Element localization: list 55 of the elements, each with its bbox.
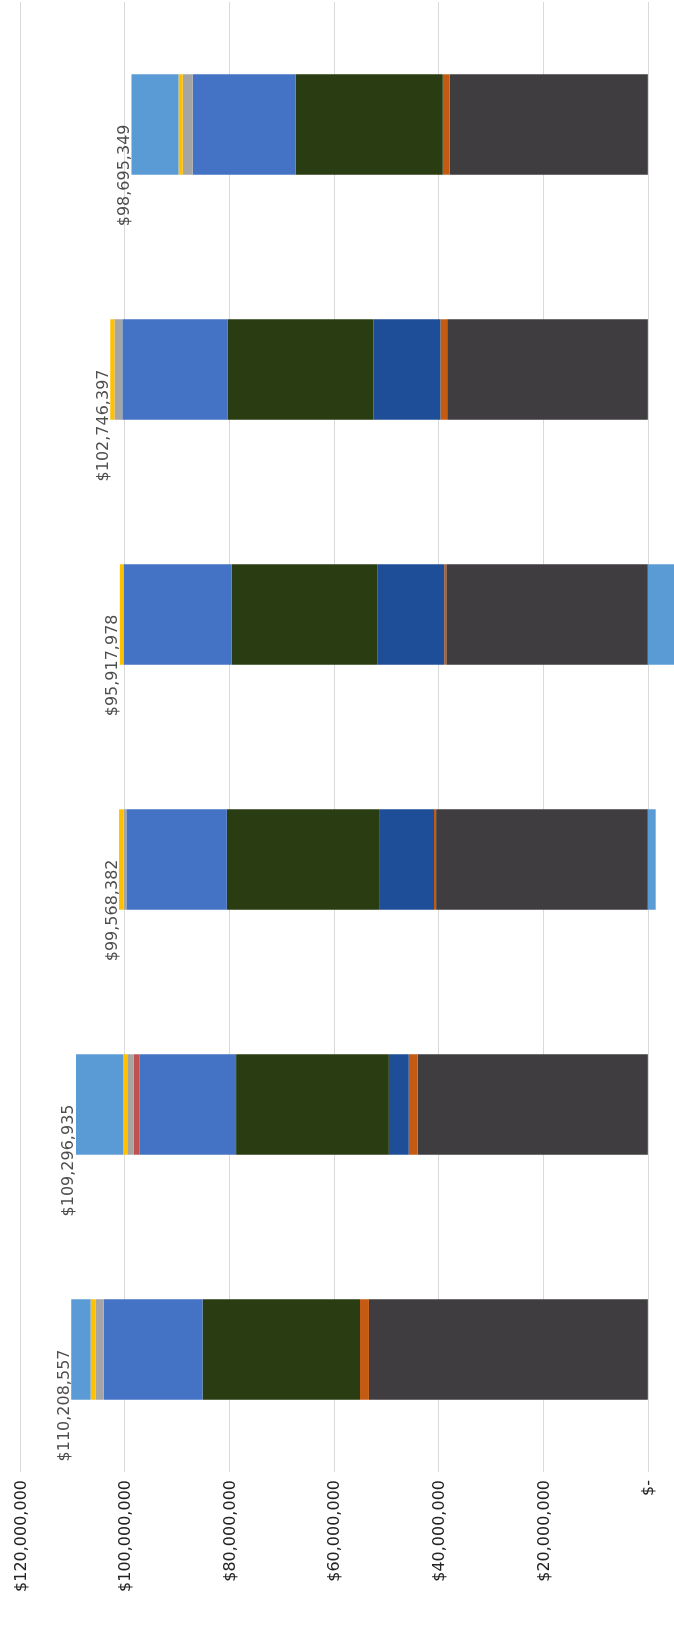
bar: [444, 564, 447, 665]
bar: [379, 809, 435, 910]
bar: [123, 1054, 128, 1155]
bar: [90, 1299, 96, 1400]
bar: [123, 564, 232, 665]
bar: [236, 1054, 389, 1155]
bar: [417, 1054, 648, 1155]
bar: [436, 809, 648, 910]
bar: [295, 74, 443, 175]
bar: [360, 1299, 369, 1400]
bar: [126, 809, 227, 910]
bar: [388, 1054, 409, 1155]
total-label: $95,917,978: [102, 614, 122, 717]
x-tick-label: $80,000,000: [219, 1480, 239, 1582]
total-label: $110,208,557: [53, 1349, 73, 1462]
bar: [647, 809, 656, 910]
bar: [131, 74, 179, 175]
total-label: $102,746,397: [92, 369, 112, 482]
bar: [182, 74, 193, 175]
bar: [119, 809, 124, 910]
bar: [373, 319, 441, 420]
x-tick-label: $60,000,000: [324, 1480, 344, 1582]
bar: [122, 319, 228, 420]
bar: [227, 319, 374, 420]
bar: [178, 74, 183, 175]
bar: [442, 74, 450, 175]
bar: [231, 564, 378, 665]
bar: [226, 809, 380, 910]
bar: [71, 1299, 91, 1400]
bar: [114, 319, 123, 420]
bar: [377, 564, 445, 665]
total-label: $99,568,382: [101, 859, 121, 962]
x-tick-label: $120,000,000: [10, 1480, 30, 1592]
bar: [103, 1299, 203, 1400]
bar: [76, 1054, 124, 1155]
bar: [434, 809, 437, 910]
bar: [95, 1299, 104, 1400]
total-label: $109,296,935: [58, 1104, 78, 1217]
bar: [202, 1299, 361, 1400]
x-tick-label: $100,000,000: [115, 1480, 135, 1592]
bar: [647, 564, 674, 665]
bar: [440, 319, 448, 420]
bar: [368, 1299, 648, 1400]
x-tick-label: $40,000,000: [429, 1480, 449, 1582]
bar: [449, 74, 648, 175]
bar: [192, 74, 296, 175]
total-label: $98,695,349: [113, 124, 133, 227]
bar: [127, 1054, 134, 1155]
bar: [139, 1054, 237, 1155]
x-tick-label: $20,000,000: [533, 1480, 553, 1582]
x-tick-label: $-: [638, 1480, 658, 1496]
bar: [447, 319, 648, 420]
bar: [110, 319, 115, 420]
bar: [446, 564, 648, 665]
bar: [408, 1054, 418, 1155]
